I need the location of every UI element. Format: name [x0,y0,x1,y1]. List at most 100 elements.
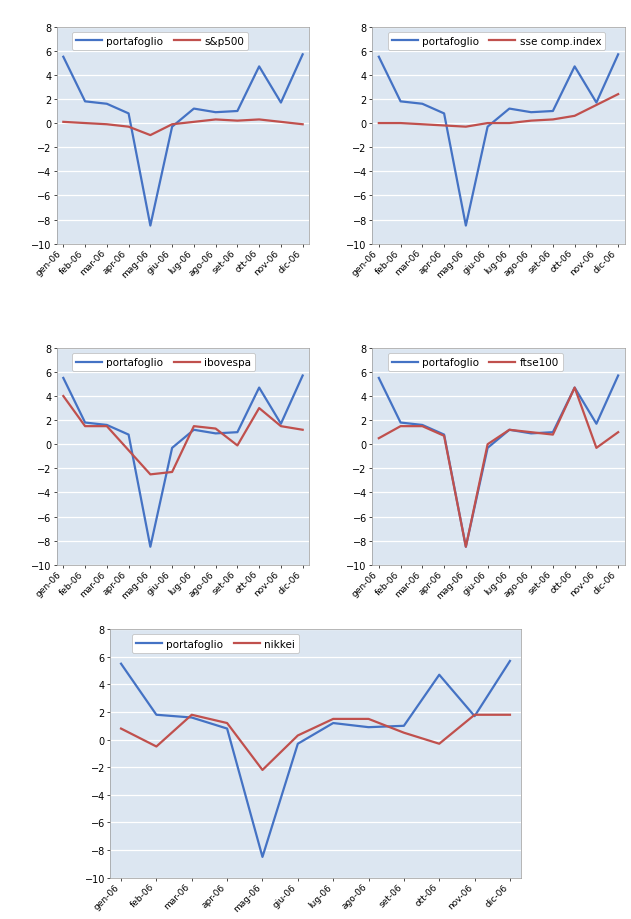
Line: ftse100: ftse100 [379,388,618,547]
portafoglio [190,104,198,115]
nikkei [435,739,443,750]
Line: portafoglio: portafoglio [63,376,303,547]
s&p500 [299,119,307,130]
portafoglio [256,382,263,393]
portafoglio [471,711,478,722]
ftse100 [397,421,404,432]
sse comp.index [528,116,535,127]
sse comp.index [418,119,426,130]
Line: s&p500: s&p500 [63,120,303,136]
portafoglio [299,370,307,381]
portafoglio [125,429,133,440]
portafoglio [188,712,196,723]
nikkei [506,709,514,720]
nikkei [365,713,372,724]
portafoglio [505,425,513,436]
portafoglio [168,122,176,133]
portafoglio [81,96,89,108]
ibovespa [299,425,307,436]
portafoglio [615,370,622,381]
ftse100 [593,443,600,454]
ibovespa [103,421,110,432]
ftse100 [615,427,622,438]
ftse100 [571,382,579,393]
portafoglio [146,541,154,552]
portafoglio [277,98,285,109]
ftse100 [528,427,535,438]
ftse100 [418,421,426,432]
portafoglio [212,428,220,439]
ibovespa [168,467,176,478]
s&p500 [212,115,220,126]
portafoglio [593,98,600,109]
portafoglio [233,107,241,118]
s&p500 [59,118,67,129]
portafoglio [528,108,535,119]
nikkei [223,718,231,729]
portafoglio [59,373,67,384]
sse comp.index [571,111,579,122]
s&p500 [233,116,241,127]
portafoglio [549,427,557,438]
s&p500 [103,119,110,130]
portafoglio [103,420,110,431]
Line: ibovespa: ibovespa [63,397,303,475]
portafoglio [277,419,285,430]
portafoglio [365,722,372,733]
portafoglio [462,541,469,552]
portafoglio [435,669,443,680]
portafoglio [256,62,263,73]
portafoglio [103,99,110,110]
Line: portafoglio: portafoglio [379,376,618,547]
sse comp.index [375,119,382,130]
s&p500 [125,122,133,133]
portafoglio [400,720,408,732]
nikkei [471,709,478,720]
portafoglio [418,420,426,431]
ftse100 [440,431,448,442]
nikkei [400,728,408,739]
ftse100 [549,429,557,440]
sse comp.index [615,89,622,100]
sse comp.index [397,119,404,130]
portafoglio [117,658,125,669]
sse comp.index [440,120,448,131]
portafoglio [506,656,514,667]
nikkei [117,723,125,734]
ftse100 [505,425,513,436]
s&p500 [81,119,89,130]
portafoglio [153,709,160,720]
Legend: portafoglio, ibovespa: portafoglio, ibovespa [72,354,256,372]
portafoglio [484,443,492,454]
portafoglio [440,108,448,119]
ftse100 [484,439,492,450]
nikkei [188,709,196,720]
portafoglio [375,373,382,384]
portafoglio [571,62,579,73]
ibovespa [212,424,220,435]
s&p500 [277,118,285,129]
sse comp.index [505,119,513,130]
portafoglio [418,99,426,110]
portafoglio [593,419,600,430]
portafoglio [484,122,492,133]
Legend: portafoglio, s&p500: portafoglio, s&p500 [72,33,248,51]
sse comp.index [484,119,492,130]
portafoglio [81,417,89,428]
ibovespa [81,421,89,432]
portafoglio [190,425,198,436]
s&p500 [146,130,154,142]
portafoglio [375,52,382,63]
portafoglio [168,443,176,454]
sse comp.index [549,115,557,126]
portafoglio [223,723,231,734]
portafoglio [294,739,302,750]
ftse100 [375,433,382,444]
portafoglio [233,427,241,438]
nikkei [259,765,266,776]
portafoglio [505,104,513,115]
ibovespa [190,421,198,432]
Line: portafoglio: portafoglio [379,55,618,226]
ibovespa [233,440,241,451]
portafoglio [299,50,307,61]
